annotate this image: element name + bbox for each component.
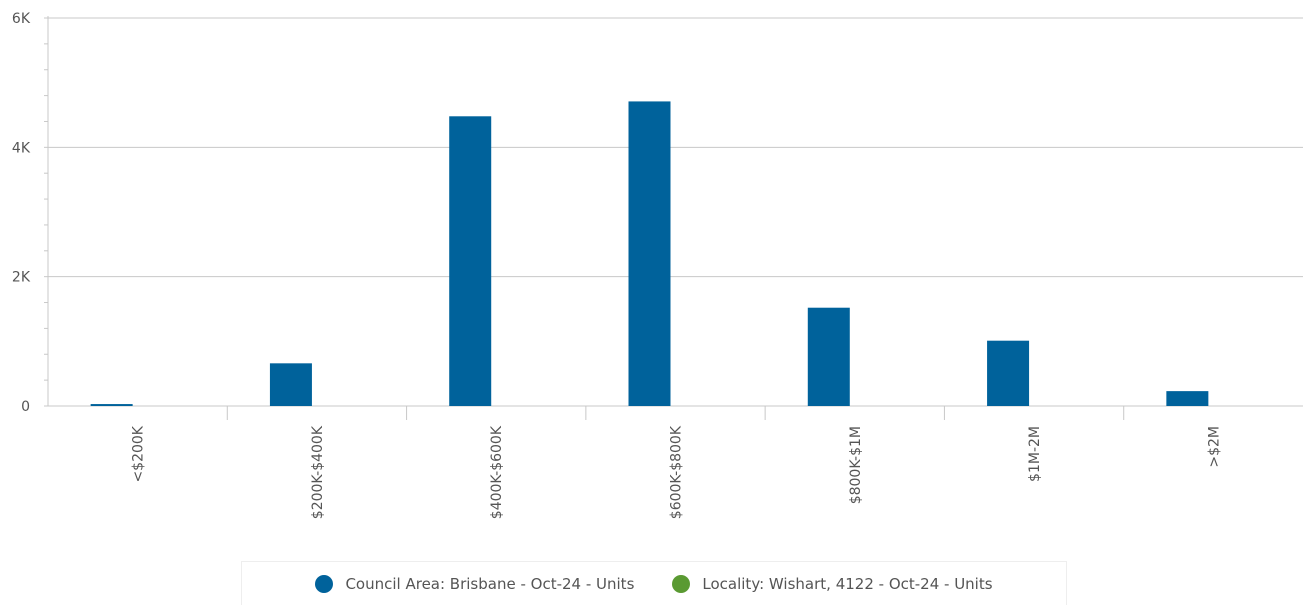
legend: Council Area: Brisbane - Oct-24 - Units … [241,561,1067,605]
y-tick-label: 6K [12,11,31,27]
legend-item-council-area[interactable]: Council Area: Brisbane - Oct-24 - Units [315,574,635,593]
x-tick-label: $400K-$600K [489,425,505,519]
y-tick-label: 4K [12,140,31,156]
gridlines [48,17,1303,278]
x-axis: <$200K $200K-$400K $400K-$600K $600K-$800K $… [48,405,1303,519]
legend-label-locality: Locality: Wishart, 4122 - Oct-24 - Units [702,574,993,593]
bar-series-0-2[interactable] [449,116,492,406]
x-tick-label: $1M-2M [1027,426,1043,482]
x-tick-label: $200K-$400K [310,425,326,519]
legend-label-council-area: Council Area: Brisbane - Oct-24 - Units [345,574,635,593]
x-tick-label: <$200K [131,425,147,482]
legend-marker-council-area [315,574,334,593]
y-axis: 0 2K 4K 6K [12,11,49,415]
legend-marker-locality [672,574,691,593]
x-tick-label: $600K-$800K [669,425,685,519]
bar-series-0-1[interactable] [269,363,312,406]
y-tick-label: 0 [21,399,30,415]
bars [90,101,1209,407]
x-tick-label: >$2M [1206,426,1222,468]
bar-series-0-6[interactable] [1166,391,1209,406]
x-tick-label: $800K-$1M [848,426,864,504]
bar-chart: 0 2K 4K 6K <$200K $200K-$400K $400K-$600K $600… [12,11,1303,519]
y-tick-label: 2K [12,270,31,286]
bar-series-0-5[interactable] [987,340,1030,406]
bar-series-0-0[interactable] [90,404,133,406]
legend-item-locality[interactable]: Locality: Wishart, 4122 - Oct-24 - Units [672,574,993,593]
bar-series-0-4[interactable] [807,307,850,406]
bar-series-0-3[interactable] [628,101,671,407]
